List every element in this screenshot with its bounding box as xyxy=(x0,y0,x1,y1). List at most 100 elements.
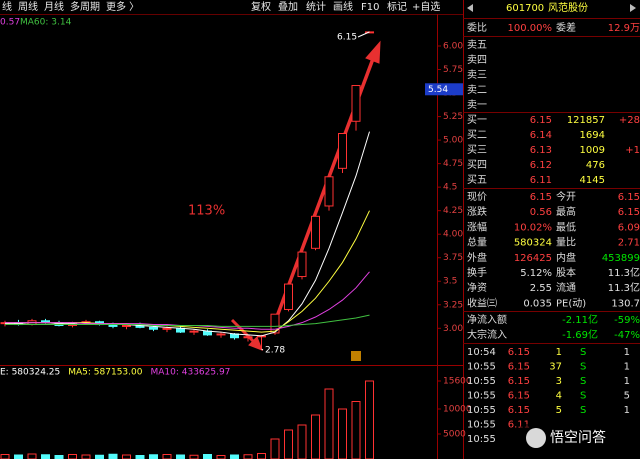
stat-value: 6.15 xyxy=(618,192,640,203)
price-tick-label: 4.25 xyxy=(443,206,463,216)
toolbar-button[interactable]: 标记 xyxy=(387,1,407,13)
toolbar-button[interactable]: 多周期 xyxy=(70,0,100,13)
volume-bar xyxy=(324,388,334,459)
candle-body xyxy=(284,283,293,310)
toolbar-button[interactable]: 统计 xyxy=(306,0,326,13)
toolbar-button[interactable]: 月线 xyxy=(44,0,64,13)
stat-label: 量比 xyxy=(556,237,576,249)
stat-value: 580324 xyxy=(514,238,552,249)
bid-price: 6.12 xyxy=(530,160,552,171)
tick-cell: 1 xyxy=(624,347,630,358)
tick-cell: 4 xyxy=(556,391,562,402)
stat-value: 11.3亿 xyxy=(608,281,640,294)
price-tick-label: 3.00 xyxy=(443,324,463,334)
volume-bar xyxy=(203,454,212,459)
stat-value: 10.02% xyxy=(514,222,552,233)
volume-bar xyxy=(81,454,91,459)
toolbar-button[interactable]: 叠加 xyxy=(278,1,298,13)
ask-label: 卖五 xyxy=(467,39,487,51)
candle-body xyxy=(338,133,347,169)
ask-label: 卖四 xyxy=(467,54,487,66)
candle-body xyxy=(243,336,253,339)
bid-price: 6.13 xyxy=(530,145,552,156)
ask-label: 卖二 xyxy=(467,84,487,96)
value: 12.9万 xyxy=(608,23,640,34)
tick-cell: 10:55 xyxy=(467,434,496,445)
stat-label: 股本 xyxy=(556,266,576,279)
volume-bar xyxy=(54,455,64,459)
tick-cell: 10:55 xyxy=(467,405,496,416)
tick-cell: 5 xyxy=(624,391,630,402)
prev-arrow[interactable] xyxy=(467,4,473,12)
volume-bar xyxy=(243,454,253,459)
flow-label: 大宗流入 xyxy=(467,328,507,341)
volume-bar xyxy=(284,429,293,459)
stat-label: 外盘 xyxy=(467,251,487,264)
bid-label: 买三 xyxy=(467,144,487,156)
toolbar-button[interactable]: 画线 xyxy=(333,0,353,13)
watermark-text: 悟空问答 xyxy=(550,429,606,446)
volume-bar xyxy=(27,453,37,459)
indicator-ma60: MA60: 3.14 xyxy=(20,18,72,28)
stat-value: 6.15 xyxy=(618,207,640,218)
indicator-value: 0.57 xyxy=(0,18,20,28)
price-tick-label: 3.75 xyxy=(443,253,463,263)
low-pointer xyxy=(261,348,264,351)
next-arrow[interactable] xyxy=(630,4,636,12)
bid-label: 买四 xyxy=(467,159,487,171)
toolbar-button[interactable]: 周线 xyxy=(18,0,38,13)
stat-label: 净资 xyxy=(467,281,487,294)
flow-percent: -59% xyxy=(614,315,640,326)
volume-bar xyxy=(122,454,131,459)
bid-price: 6.11 xyxy=(530,175,552,186)
stat-label: 总量 xyxy=(467,236,487,249)
toolbar-button[interactable]: 复权 xyxy=(251,0,271,13)
ask-label: 卖一 xyxy=(467,99,487,111)
price-tick-label: 4.00 xyxy=(443,230,463,240)
toolbar-button[interactable]: F10 xyxy=(361,2,379,13)
stat-label: 最低 xyxy=(556,220,576,233)
candle-body xyxy=(216,333,226,336)
stat-label: 现价 xyxy=(467,191,487,203)
volume-bar xyxy=(351,401,361,459)
stat-label: 内盘 xyxy=(556,251,576,264)
tick-cell: 37 xyxy=(549,362,562,373)
bid-label: 买二 xyxy=(467,129,487,141)
volume-tick-label: 10000 xyxy=(443,405,472,415)
volume-bar xyxy=(216,455,226,459)
candle-body xyxy=(162,327,172,330)
tick-cell: S xyxy=(580,362,586,373)
volume-legend: E: 580324.25 xyxy=(0,368,60,378)
quote-separators xyxy=(463,18,640,344)
tick-cell: 5 xyxy=(556,405,562,416)
tick-cell: 10:54 xyxy=(467,347,496,358)
label: 委比 xyxy=(467,21,487,34)
toolbar-button[interactable]: 线 xyxy=(2,0,12,13)
stat-label: 收益㈢ xyxy=(467,296,497,309)
bid-volume: 476 xyxy=(586,160,605,171)
flow-value: -1.69亿 xyxy=(562,328,598,341)
stat-label: PE(动) xyxy=(556,297,586,309)
candle-body xyxy=(149,326,158,330)
volume-legend: MA10: 433625.97 xyxy=(150,368,230,378)
volume-bar xyxy=(14,454,23,459)
stat-value: 5.12% xyxy=(520,268,552,279)
volume-bar xyxy=(365,380,374,459)
volume-bar xyxy=(270,438,280,459)
tick-cell: 6.15 xyxy=(508,347,530,358)
candle-body xyxy=(324,176,334,207)
tick-cell: 6.15 xyxy=(508,405,530,416)
candle-body xyxy=(270,313,280,334)
toolbar-button[interactable]: +自选 xyxy=(412,0,440,13)
tick-cell: 6.15 xyxy=(508,376,530,387)
price-tick-label: 4.5 xyxy=(443,183,457,193)
stat-value: 6.09 xyxy=(618,222,640,233)
stock-name: 风范股份 xyxy=(548,1,588,14)
tick-cell: 10:55 xyxy=(467,420,496,431)
stat-label: 涨跌 xyxy=(467,205,487,218)
volume-bar xyxy=(108,453,118,459)
candle-body xyxy=(122,324,131,327)
badge xyxy=(351,351,361,361)
toolbar-button[interactable]: 更多 〉 xyxy=(106,0,139,13)
